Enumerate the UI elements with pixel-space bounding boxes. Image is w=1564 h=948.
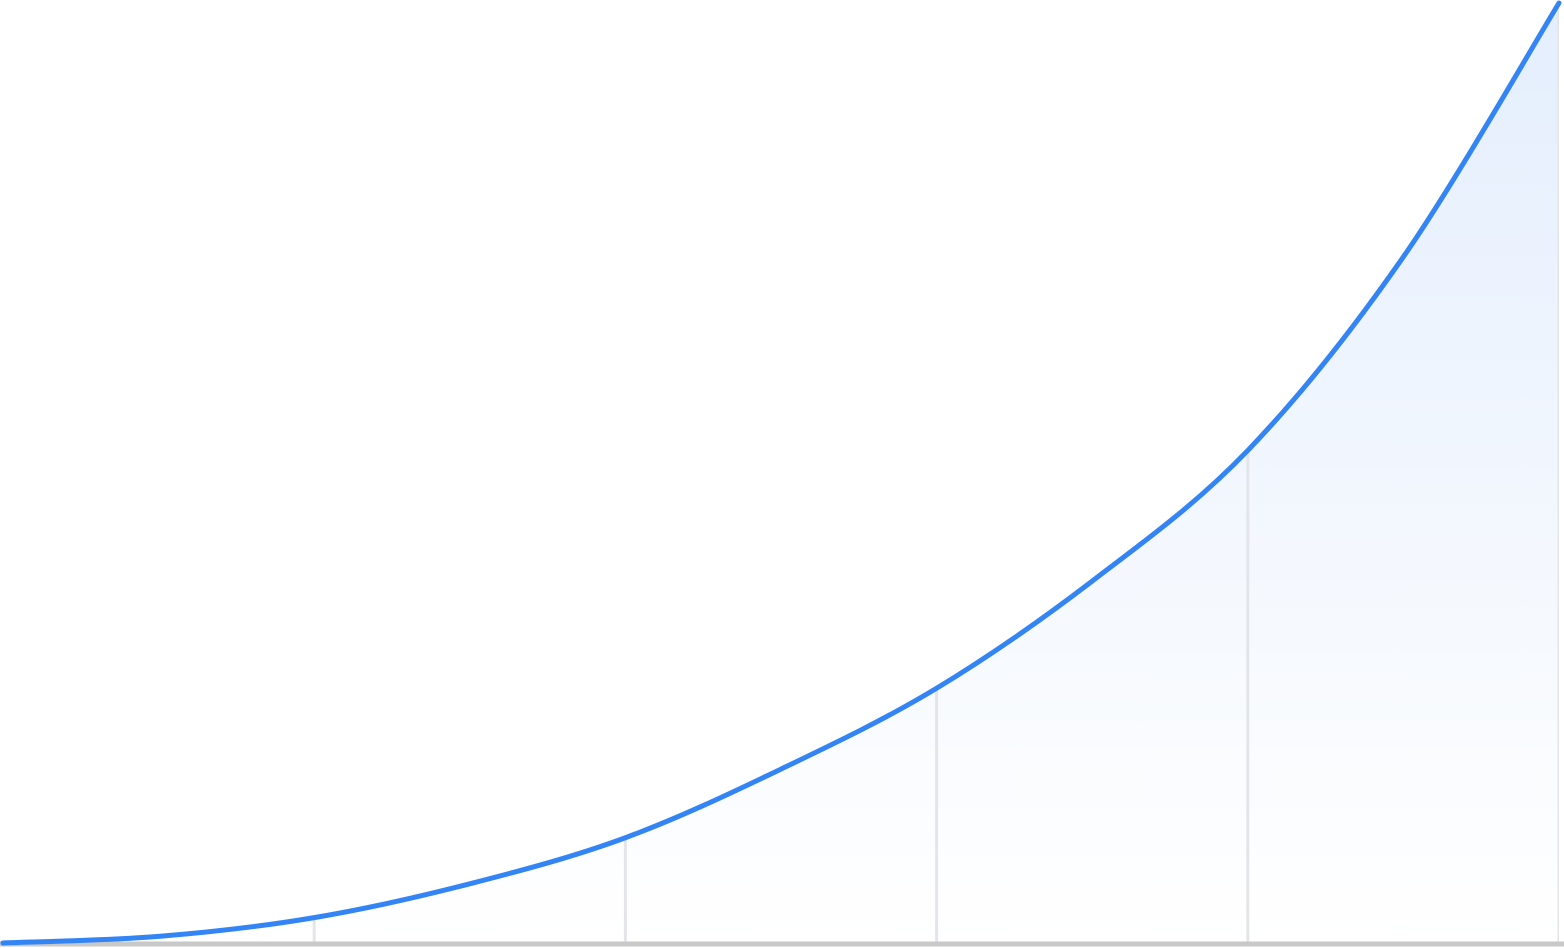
area-fill [3, 3, 1559, 943]
